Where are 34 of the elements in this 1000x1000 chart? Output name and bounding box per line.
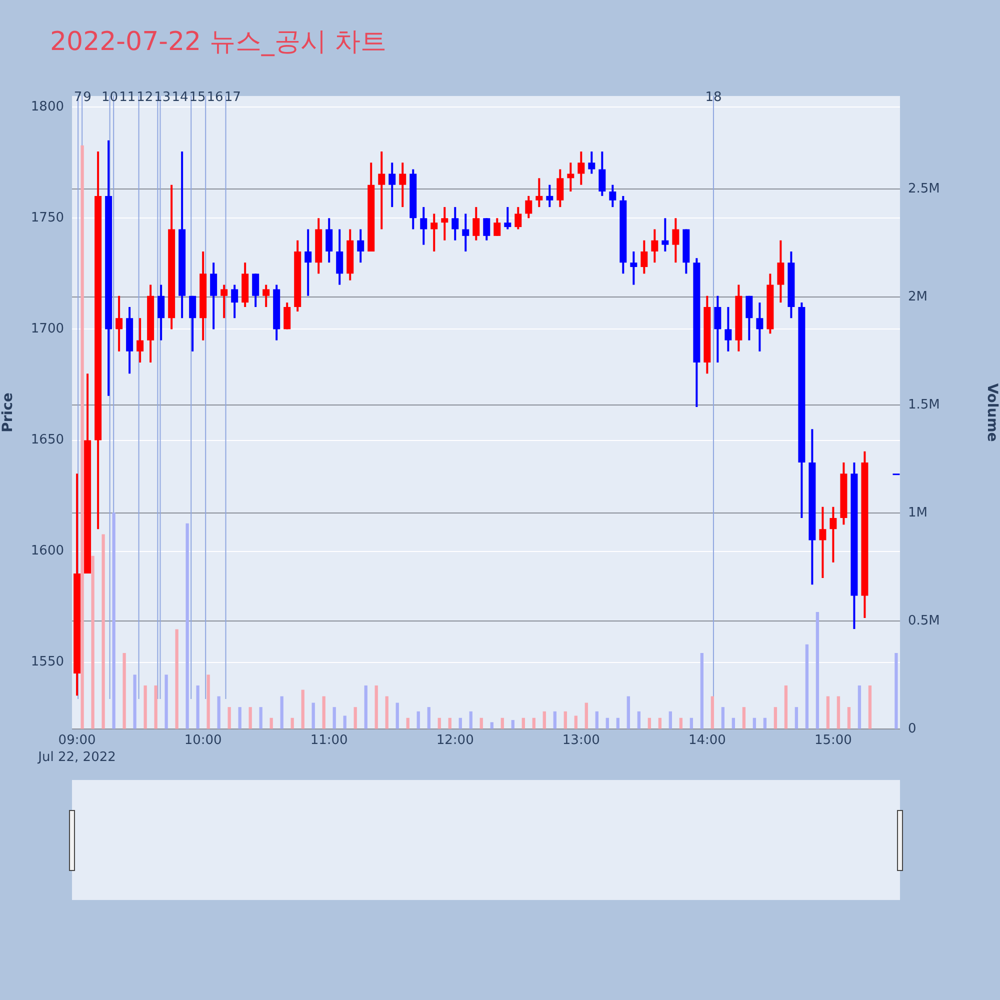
y2-tick-label: 1.5M [908, 397, 940, 412]
annotation: 16 [206, 90, 224, 105]
x-tick-label: 12:00 [436, 733, 474, 748]
x-tick-label: 10:00 [184, 733, 222, 748]
annotation: 13 [154, 90, 171, 105]
annotation: 10 [102, 90, 118, 105]
annotation: 17 [224, 90, 241, 105]
y-axis-title: Price [0, 392, 16, 432]
y2-tick-label: 2M [908, 289, 928, 304]
y-tick-label: 1700 [30, 322, 64, 337]
annotation: 12 [136, 90, 154, 105]
y-tick-label: 1550 [30, 654, 64, 670]
chart-title: 2022-07-22 뉴스_공시 차트 [50, 27, 387, 57]
y-tick-label: 1750 [30, 210, 64, 226]
annotation: 14 [172, 90, 188, 105]
annotation: 11 [119, 90, 136, 105]
x-tick-label: 09:00 [58, 733, 96, 748]
x-tick-label: 15:00 [814, 733, 852, 748]
annotation: 18 [705, 90, 722, 105]
x-tick-label: 11:00 [310, 733, 348, 748]
x-tick-label: 13:00 [562, 733, 600, 748]
x-tick-label: 14:00 [688, 733, 726, 748]
y2-axis-title: Volume [984, 383, 1000, 442]
annotation: 9 [83, 90, 92, 105]
text: Jul 22, 2022 [37, 750, 116, 765]
y2-tick-label: 0.5M [908, 613, 940, 628]
y-tick-label: 1650 [30, 432, 64, 448]
y-tick-label: 1800 [30, 99, 64, 114]
y2-tick-label: 0 [908, 721, 916, 736]
y-tick-label: 1600 [30, 544, 64, 559]
y2-tick-label: 1M [908, 505, 928, 520]
annotation: 15 [189, 90, 206, 105]
annotation: 7 [74, 90, 82, 105]
y2-tick-label: 2.5M [908, 181, 940, 196]
